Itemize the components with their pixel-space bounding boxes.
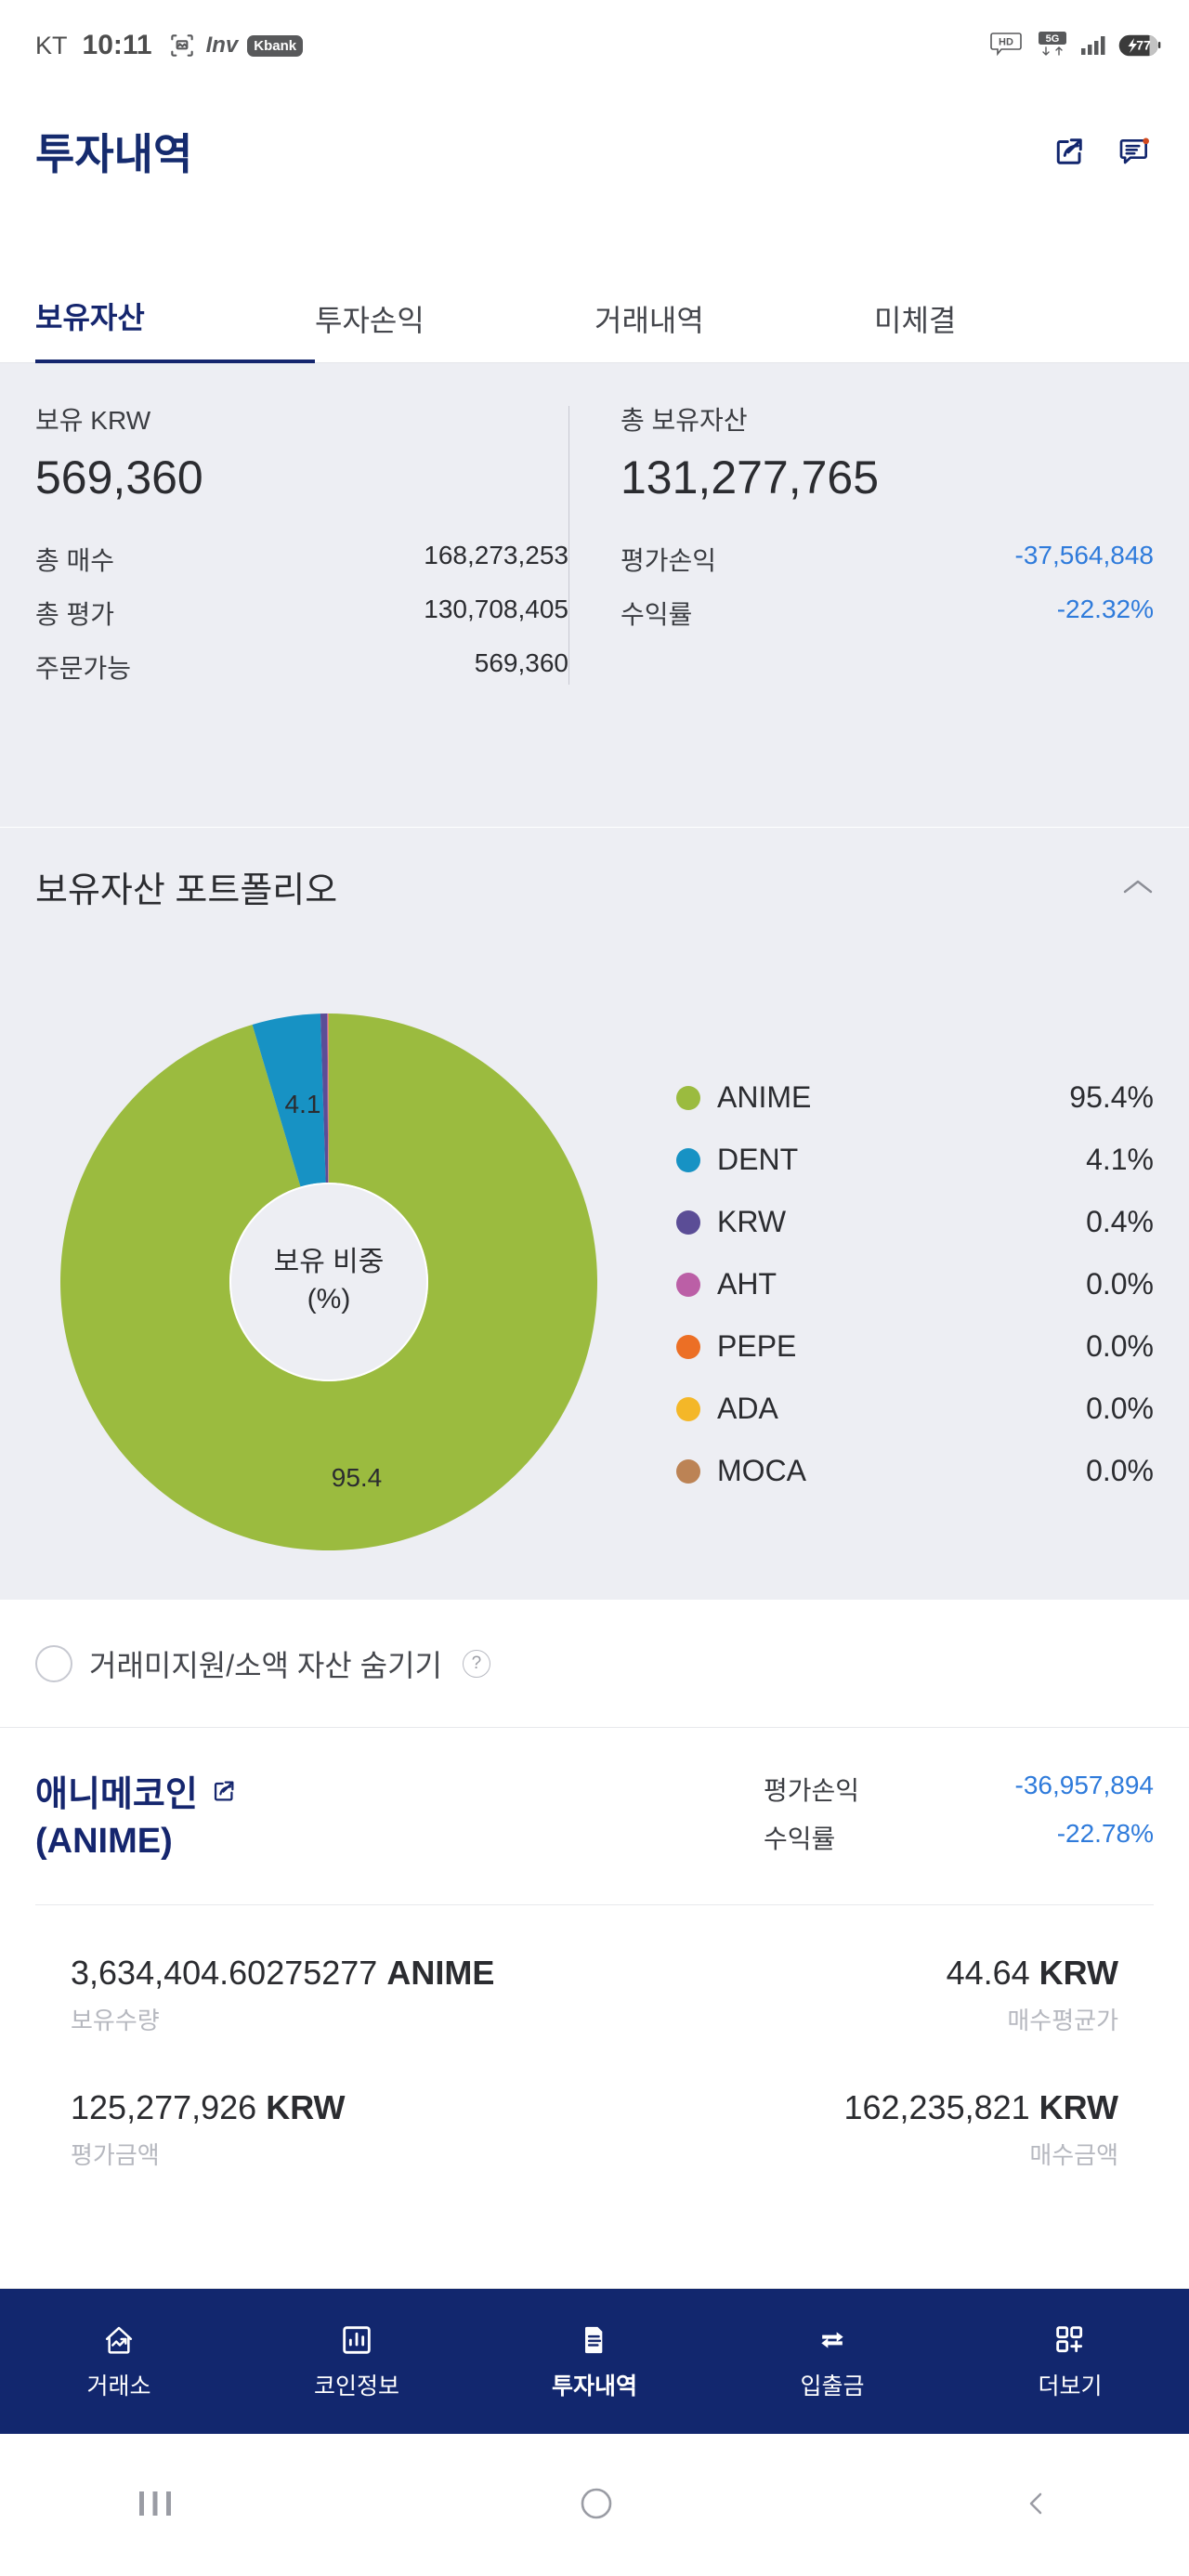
svg-text:95.4: 95.4	[332, 1463, 383, 1492]
svg-text:5G: 5G	[1046, 33, 1060, 45]
svg-text:HD: HD	[999, 37, 1013, 48]
svg-text:77: 77	[1136, 38, 1151, 53]
svg-text:보유 비중: 보유 비중	[274, 1247, 385, 1277]
svg-text:(%): (%)	[307, 1284, 351, 1314]
svg-text:4.1: 4.1	[285, 1090, 321, 1118]
